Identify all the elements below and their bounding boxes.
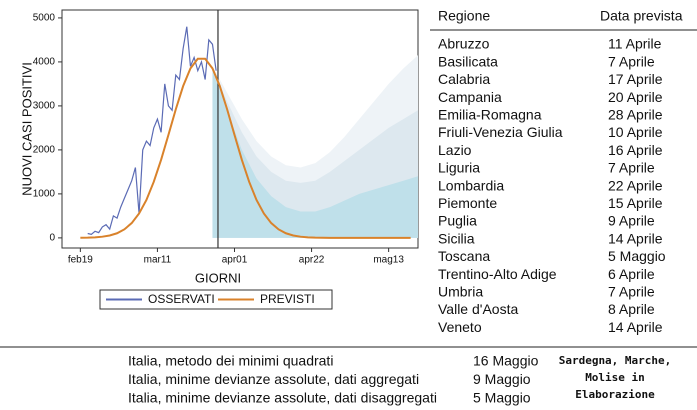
summary-cell: Italia, minime devianze assolute, dati d… bbox=[128, 390, 437, 406]
y-tick-label: 5000 bbox=[33, 13, 56, 24]
table-cell: 10 Aprile bbox=[608, 124, 663, 140]
table-cell: 14 Aprile bbox=[608, 230, 663, 246]
series-line bbox=[80, 57, 411, 239]
table-cell: Calabria bbox=[438, 71, 490, 87]
table-cell: 15 Aprile bbox=[608, 195, 663, 211]
y-tick-label: 1000 bbox=[33, 189, 56, 200]
table-cell: 17 Aprile bbox=[608, 71, 663, 87]
summary-note: Molise in bbox=[585, 371, 645, 384]
summary-note: Sardegna, Marche, bbox=[559, 354, 672, 367]
table-cell: 9 Aprile bbox=[608, 213, 655, 229]
table-cell: 8 Aprile bbox=[608, 301, 655, 317]
table-cell: Umbria bbox=[438, 284, 483, 300]
table-cell: Liguria bbox=[438, 160, 480, 176]
table-cell: 7 Aprile bbox=[608, 284, 655, 300]
x-tick-label: apr22 bbox=[299, 255, 325, 266]
summary-note: Elaborazione bbox=[575, 388, 655, 401]
y-tick-label: 3000 bbox=[33, 101, 56, 112]
forecast-band bbox=[212, 70, 418, 238]
table-cell: Puglia bbox=[438, 213, 477, 229]
legend-label: OSSERVATI bbox=[148, 292, 215, 306]
table-header: Regione bbox=[438, 8, 490, 24]
summary-cell: 5 Maggio bbox=[473, 390, 531, 406]
table-cell: Sicilia bbox=[438, 230, 475, 246]
table-cell: Friuli-Venezia Giulia bbox=[438, 124, 563, 140]
x-axis-label: GIORNI bbox=[195, 270, 241, 285]
table-cell: 16 Aprile bbox=[608, 142, 663, 158]
table-cell: Piemonte bbox=[438, 195, 497, 211]
table-cell: Veneto bbox=[438, 319, 482, 335]
table-cell: 7 Aprile bbox=[608, 53, 655, 69]
legend-label: PREVISTI bbox=[260, 292, 315, 306]
summary-cell: Italia, minime devianze assolute, dati a… bbox=[128, 371, 419, 387]
table-cell: 28 Aprile bbox=[608, 107, 663, 123]
table-cell: 14 Aprile bbox=[608, 319, 663, 335]
table-cell: 5 Maggio bbox=[608, 248, 666, 264]
table-cell: Emilia-Romagna bbox=[438, 107, 542, 123]
legend-box bbox=[99, 289, 333, 310]
table-cell: 6 Aprile bbox=[608, 266, 655, 282]
x-tick-label: mag13 bbox=[373, 255, 404, 266]
y-tick-label: 4000 bbox=[33, 57, 56, 68]
y-tick-label: 2000 bbox=[33, 145, 56, 156]
table-cell: Campania bbox=[438, 89, 502, 105]
x-tick-label: apr01 bbox=[222, 255, 248, 266]
table-header: Data prevista bbox=[600, 8, 683, 24]
table-cell: Valle d'Aosta bbox=[438, 301, 518, 317]
x-tick-label: mar11 bbox=[144, 255, 172, 266]
summary-cell: 9 Maggio bbox=[473, 371, 531, 387]
y-tick-label: 0 bbox=[49, 233, 55, 244]
table-cell: Lombardia bbox=[438, 177, 504, 193]
table-cell: Abruzzo bbox=[438, 36, 490, 52]
table-cell: Basilicata bbox=[438, 53, 498, 69]
summary-cell: 16 Maggio bbox=[473, 353, 539, 369]
y-axis-label: NUOVI CASI POSITIVI bbox=[19, 62, 34, 196]
table-cell: Lazio bbox=[438, 142, 472, 158]
table-cell: 20 Aprile bbox=[608, 89, 663, 105]
table-cell: Toscana bbox=[438, 248, 490, 264]
x-tick-label: feb19 bbox=[68, 255, 93, 266]
table-cell: 11 Aprile bbox=[608, 36, 662, 52]
table-cell: 22 Aprile bbox=[608, 177, 663, 193]
table-cell: 7 Aprile bbox=[608, 160, 655, 176]
summary-cell: Italia, metodo dei minimi quadrati bbox=[128, 353, 333, 369]
table-cell: Trentino-Alto Adige bbox=[438, 266, 557, 282]
series-line bbox=[87, 26, 217, 236]
